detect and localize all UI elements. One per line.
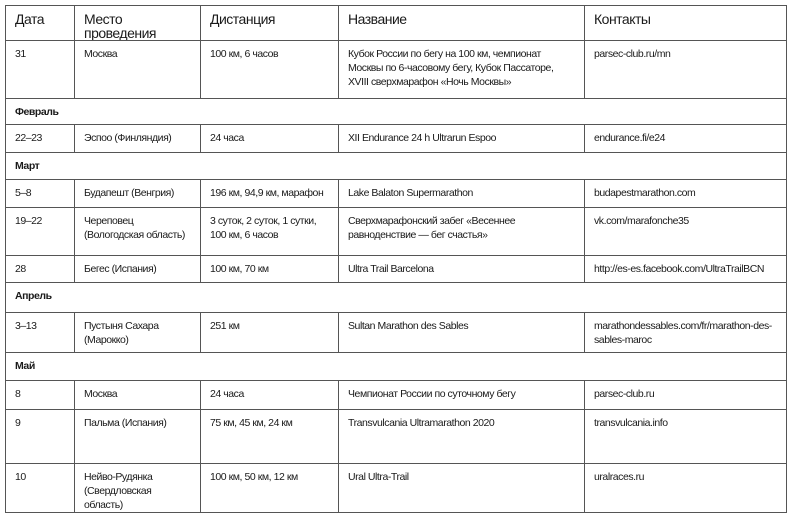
cell-contact: budapestmarathon.com [584, 179, 787, 208]
cell-date: 8 [5, 380, 75, 410]
cell-distance: 100 км, 70 км [200, 255, 339, 283]
cell-contact: transvulcania.info [584, 409, 787, 464]
cell-name: Чемпионат России по суточному бегу [338, 380, 585, 410]
cell-distance: 3 суток, 2 суток, 1 сутки, 100 км, 6 час… [200, 207, 339, 256]
cell-place: Пустыня Сахара (Марокко) [74, 312, 201, 353]
cell-place: Москва [74, 380, 201, 410]
cell-contact: http://es-es.facebook.com/UltraTrailBCN [584, 255, 787, 283]
cell-distance: 24 часа [200, 380, 339, 410]
table-row: 8 Москва 24 часа Чемпионат России по суточн… [5, 380, 787, 410]
header-distance: Дистанция [200, 5, 339, 41]
cell-name: Transvulcania Ultramarathon 2020 [338, 409, 585, 464]
cell-place: Череповец (Вологодская область) [74, 207, 201, 256]
header-place: Место проведения [74, 5, 201, 41]
cell-place: Москва [74, 40, 201, 99]
table-row: 28 Бегес (Испания) 100 км, 70 км Ultra Trai… [5, 255, 787, 283]
month-row: Февраль [5, 98, 787, 125]
cell-place: Эспоо (Финляндия) [74, 124, 201, 153]
cell-contact: vk.com/marafonche35 [584, 207, 787, 256]
table-row: 19–22 Череповец (Вологодская область) 3 су… [5, 207, 787, 256]
cell-contact: marathondessables.com/fr/marathon-des-sa… [584, 312, 787, 353]
cell-date: 28 [5, 255, 75, 283]
cell-date: 3–13 [5, 312, 75, 353]
cell-date: 31 [5, 40, 75, 99]
cell-contact: endurance.fi/e24 [584, 124, 787, 153]
table-row: 10 Нейво-Рудянка (Свердловская область) 10… [5, 463, 787, 513]
cell-date: 9 [5, 409, 75, 464]
cell-distance: 251 км [200, 312, 339, 353]
cell-place: Будапешт (Венгрия) [74, 179, 201, 208]
cell-date: 22–23 [5, 124, 75, 153]
cell-distance: 100 км, 6 часов [200, 40, 339, 99]
month-row: Май [5, 352, 787, 381]
cell-distance: 75 км, 45 км, 24 км [200, 409, 339, 464]
cell-date: 19–22 [5, 207, 75, 256]
header-row: Дата Место проведения Дистанция Название… [5, 5, 787, 41]
month-label: Апрель [5, 282, 787, 313]
month-label: Март [5, 152, 787, 180]
cell-contact: parsec-club.ru [584, 380, 787, 410]
table-body: 31 Москва 100 км, 6 часов Кубок России по б… [5, 40, 787, 513]
cell-contact: parsec-club.ru/mn [584, 40, 787, 99]
cell-name: Ural Ultra-Trail [338, 463, 585, 513]
header-name: Название [338, 5, 585, 41]
month-label: Февраль [5, 98, 787, 125]
table-row: 31 Москва 100 км, 6 часов Кубок России по б… [5, 40, 787, 99]
cell-name: Кубок России по бегу на 100 км, чемпиона… [338, 40, 585, 99]
cell-place: Пальма (Испания) [74, 409, 201, 464]
cell-date: 5–8 [5, 179, 75, 208]
cell-date: 10 [5, 463, 75, 513]
month-row: Апрель [5, 282, 787, 313]
events-table: Дата Место проведения Дистанция Название… [5, 5, 787, 513]
cell-distance: 24 часа [200, 124, 339, 153]
cell-name: Sultan Marathon des Sables [338, 312, 585, 353]
cell-name: Ultra Trail Barcelona [338, 255, 585, 283]
cell-distance: 196 км, 94,9 км, марафон [200, 179, 339, 208]
table-row: 22–23 Эспоо (Финляндия) 24 часа XII Enduran… [5, 124, 787, 153]
cell-distance: 100 км, 50 км, 12 км [200, 463, 339, 513]
cell-name: Lake Balaton Supermarathon [338, 179, 585, 208]
table-row: 5–8 Будапешт (Венгрия) 196 км, 94,9 км, ма… [5, 179, 787, 208]
cell-place: Нейво-Рудянка (Свердловская область) [74, 463, 201, 513]
cell-name: XII Endurance 24 h Ultrarun Espoo [338, 124, 585, 153]
header-contacts: Контакты [584, 5, 787, 41]
cell-contact: uralraces.ru [584, 463, 787, 513]
month-row: Март [5, 152, 787, 180]
table-row: 3–13 Пустыня Сахара (Марокко) 251 км Sultan… [5, 312, 787, 353]
table-row: 9 Пальма (Испания) 75 км, 45 км, 24 км Tran… [5, 409, 787, 464]
cell-place: Бегес (Испания) [74, 255, 201, 283]
month-label: Май [5, 352, 787, 381]
header-date: Дата [5, 5, 75, 41]
cell-name: Сверхмарафонский забег «Весеннее равноде… [338, 207, 585, 256]
